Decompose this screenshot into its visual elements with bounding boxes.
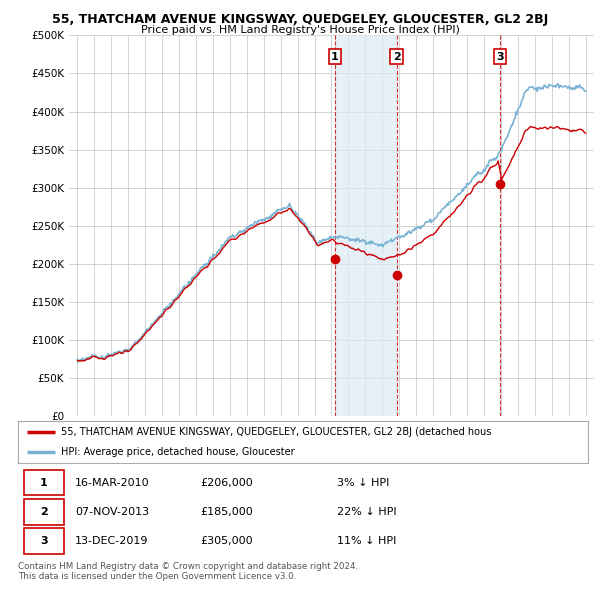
Text: HPI: Average price, detached house, Gloucester: HPI: Average price, detached house, Glou…: [61, 447, 295, 457]
Text: 3: 3: [40, 536, 47, 546]
Text: 55, THATCHAM AVENUE KINGSWAY, QUEDGELEY, GLOUCESTER, GL2 2BJ: 55, THATCHAM AVENUE KINGSWAY, QUEDGELEY,…: [52, 13, 548, 26]
Text: 2: 2: [393, 52, 401, 62]
Text: 07-NOV-2013: 07-NOV-2013: [75, 507, 149, 517]
FancyBboxPatch shape: [24, 470, 64, 496]
Text: £305,000: £305,000: [200, 536, 253, 546]
Text: 2: 2: [40, 507, 47, 517]
FancyBboxPatch shape: [24, 528, 64, 554]
Bar: [335, 35, 397, 416]
Text: 3% ↓ HPI: 3% ↓ HPI: [337, 477, 389, 487]
Text: £185,000: £185,000: [200, 507, 253, 517]
Text: 13-DEC-2019: 13-DEC-2019: [75, 536, 149, 546]
Text: 3: 3: [496, 52, 504, 62]
Text: 11% ↓ HPI: 11% ↓ HPI: [337, 536, 397, 546]
FancyBboxPatch shape: [24, 499, 64, 525]
Text: Contains HM Land Registry data © Crown copyright and database right 2024.
This d: Contains HM Land Registry data © Crown c…: [18, 562, 358, 581]
Text: £206,000: £206,000: [200, 477, 253, 487]
Text: 22% ↓ HPI: 22% ↓ HPI: [337, 507, 397, 517]
Text: 1: 1: [40, 477, 47, 487]
Text: 16-MAR-2010: 16-MAR-2010: [75, 477, 149, 487]
Text: 55, THATCHAM AVENUE KINGSWAY, QUEDGELEY, GLOUCESTER, GL2 2BJ (detached hous: 55, THATCHAM AVENUE KINGSWAY, QUEDGELEY,…: [61, 427, 491, 437]
Text: 1: 1: [331, 52, 339, 62]
Text: Price paid vs. HM Land Registry's House Price Index (HPI): Price paid vs. HM Land Registry's House …: [140, 25, 460, 35]
